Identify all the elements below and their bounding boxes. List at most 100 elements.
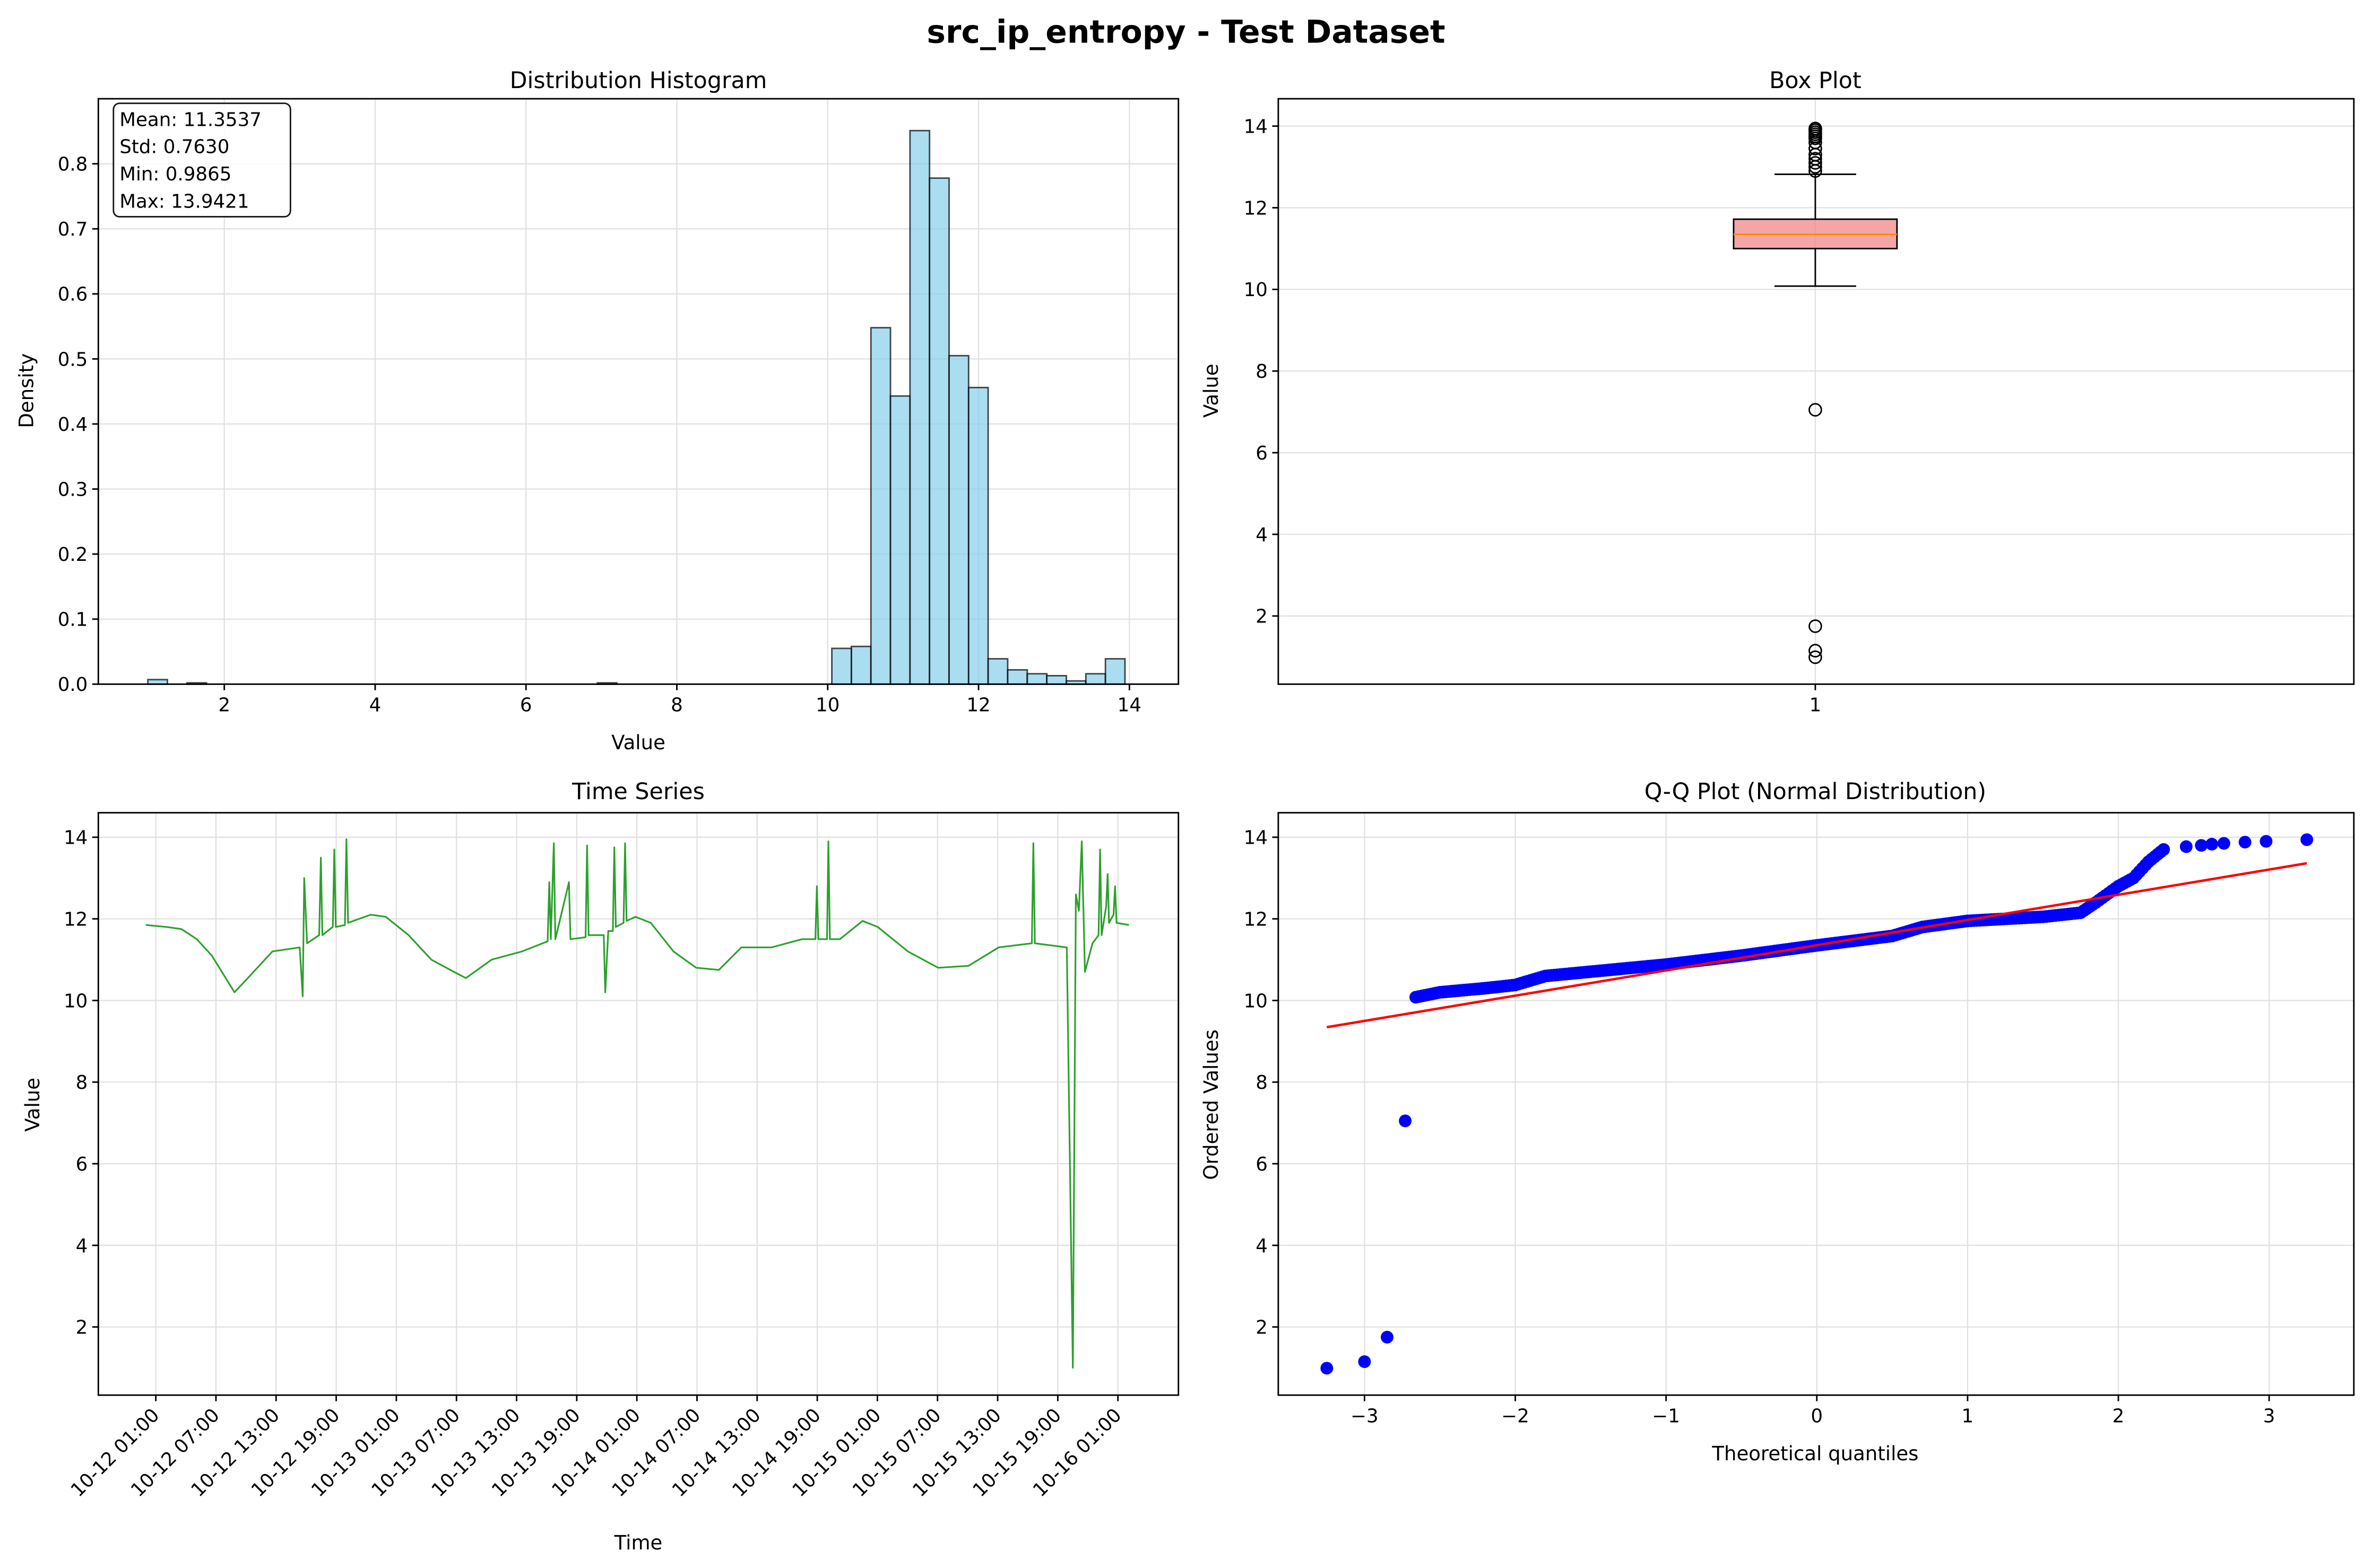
x-tick-label: 3	[2263, 1406, 2275, 1427]
box-title: Box Plot	[1769, 67, 1862, 94]
x-tick-label: 14	[1118, 695, 1141, 716]
outlier-point	[1808, 156, 1822, 170]
hist-title: Distribution Histogram	[510, 67, 767, 94]
y-tick-label: 14	[64, 827, 88, 849]
y-tick-label: 0.8	[58, 154, 88, 176]
qq-point	[2157, 843, 2170, 856]
histogram-bar	[1046, 674, 1067, 685]
y-tick-label: 6	[76, 1154, 88, 1175]
stats-mean: Mean: 11.3537	[119, 109, 262, 131]
y-tick-label: 0.7	[58, 219, 88, 240]
outlier-point	[1808, 619, 1822, 633]
qq-point	[1320, 1362, 1334, 1375]
x-tick-label: 12	[966, 695, 990, 716]
y-tick-label: 12	[64, 908, 88, 930]
y-tick-label: 4	[76, 1235, 88, 1257]
y-tick-label: 0.0	[58, 674, 88, 696]
ts-title: Time Series	[572, 778, 705, 805]
x-tick-label: 2	[218, 695, 230, 716]
y-tick-label: 0.5	[58, 349, 88, 370]
hist-ylabel: Density	[15, 353, 38, 428]
y-tick-label: 2	[1256, 606, 1268, 628]
histogram-panel: 0.0 0.1 0.2 0.3 0.4 0.5 0.6 0.7 0.8 2 4 6 8 10 12 14	[58, 98, 1180, 716]
qq-point	[2238, 836, 2252, 849]
qq-point	[2205, 837, 2219, 851]
axes-frame	[97, 98, 1180, 685]
histogram-bar	[831, 647, 852, 685]
stats-box: Mean: 11.3537 Std: 0.7630 Min: 0.9865 Ma…	[112, 102, 291, 218]
x-tick-label: 6	[520, 695, 532, 716]
y-tick-label: 0.3	[58, 479, 88, 500]
figure-title: src_ip_entropy - Test Dataset	[927, 14, 1445, 51]
x-tick-label: 8	[671, 695, 683, 716]
y-tick-label: 10	[64, 990, 88, 1012]
qq-point	[1358, 1355, 1371, 1368]
x-tick-label: −3	[1351, 1406, 1379, 1427]
y-tick-label: 8	[1256, 1072, 1268, 1094]
stats-std: Std: 0.7630	[119, 136, 229, 158]
y-tick-label: 14	[1244, 116, 1268, 137]
y-tick-label: 2	[1256, 1317, 1268, 1339]
axes-frame	[1277, 812, 2355, 1396]
stats-min: Min: 0.9865	[119, 163, 231, 185]
outlier-point	[1808, 650, 1822, 664]
y-tick-label: 12	[1244, 197, 1268, 219]
qq-xlabel: Theoretical quantiles	[1711, 1442, 1918, 1465]
x-tick-label: 2	[2113, 1406, 2125, 1427]
x-tick-label: −1	[1652, 1406, 1680, 1427]
outlier-point	[1808, 644, 1822, 658]
stats-max: Max: 13.9421	[119, 190, 249, 212]
y-tick-label: 12	[1244, 908, 1268, 930]
histogram-bar	[1085, 673, 1106, 685]
qq-title: Q-Q Plot (Normal Distribution)	[1644, 778, 1986, 805]
x-tick-label: 1	[1810, 695, 1822, 716]
y-tick-label: 4	[1256, 1235, 1268, 1257]
histogram-bar	[1026, 673, 1048, 685]
y-tick-label: 6	[1256, 1154, 1268, 1175]
x-tick-label: 10	[816, 695, 839, 716]
qq-point	[2260, 835, 2273, 848]
x-tick-label: 1	[1962, 1406, 1974, 1427]
qq-point	[2179, 840, 2193, 853]
y-tick-label: 4	[1256, 524, 1268, 546]
y-tick-label: 8	[1256, 361, 1268, 383]
x-tick-label: 4	[369, 695, 382, 716]
outlier-point	[1808, 122, 1822, 136]
x-tick-label: 0	[1811, 1406, 1823, 1427]
outlier-point	[1808, 152, 1822, 166]
histogram-bar	[909, 129, 931, 685]
hist-xlabel: Value	[611, 731, 665, 754]
qq-point	[2195, 839, 2208, 852]
ts-xlabel: Time	[614, 1531, 663, 1554]
y-tick-label: 10	[1244, 990, 1268, 1012]
y-tick-label: 14	[1244, 827, 1268, 849]
y-tick-label: 2	[76, 1317, 88, 1339]
histogram-bar	[1104, 658, 1126, 685]
histogram-bar	[870, 327, 891, 685]
axes-frame	[1277, 98, 2355, 685]
series-line	[145, 838, 1129, 1369]
histogram-bar	[929, 177, 950, 685]
y-tick-label: 6	[1256, 443, 1268, 464]
ts-ylabel: Value	[21, 1078, 44, 1132]
y-tick-label: 0.6	[58, 284, 88, 306]
qq-point	[1381, 1331, 1393, 1344]
box-ylabel: Value	[1200, 363, 1223, 418]
histogram-bar	[967, 386, 989, 685]
y-tick-label: 8	[76, 1072, 88, 1094]
y-tick-label: 10	[1244, 279, 1268, 301]
outlier-point	[1808, 403, 1822, 417]
y-tick-label: 0.2	[58, 544, 88, 566]
qq-ylabel: Ordered Values	[1200, 1029, 1223, 1180]
axes-frame	[97, 812, 1180, 1396]
histogram-bar	[851, 645, 872, 685]
qq-point	[2217, 837, 2230, 850]
boxplot-panel: 2 4 6 8 10 12 14 1	[1244, 98, 2355, 716]
histogram-bar	[948, 354, 969, 685]
qq-point	[2300, 833, 2314, 846]
x-tick-label: −2	[1501, 1406, 1529, 1427]
histogram-bar	[987, 658, 1009, 685]
